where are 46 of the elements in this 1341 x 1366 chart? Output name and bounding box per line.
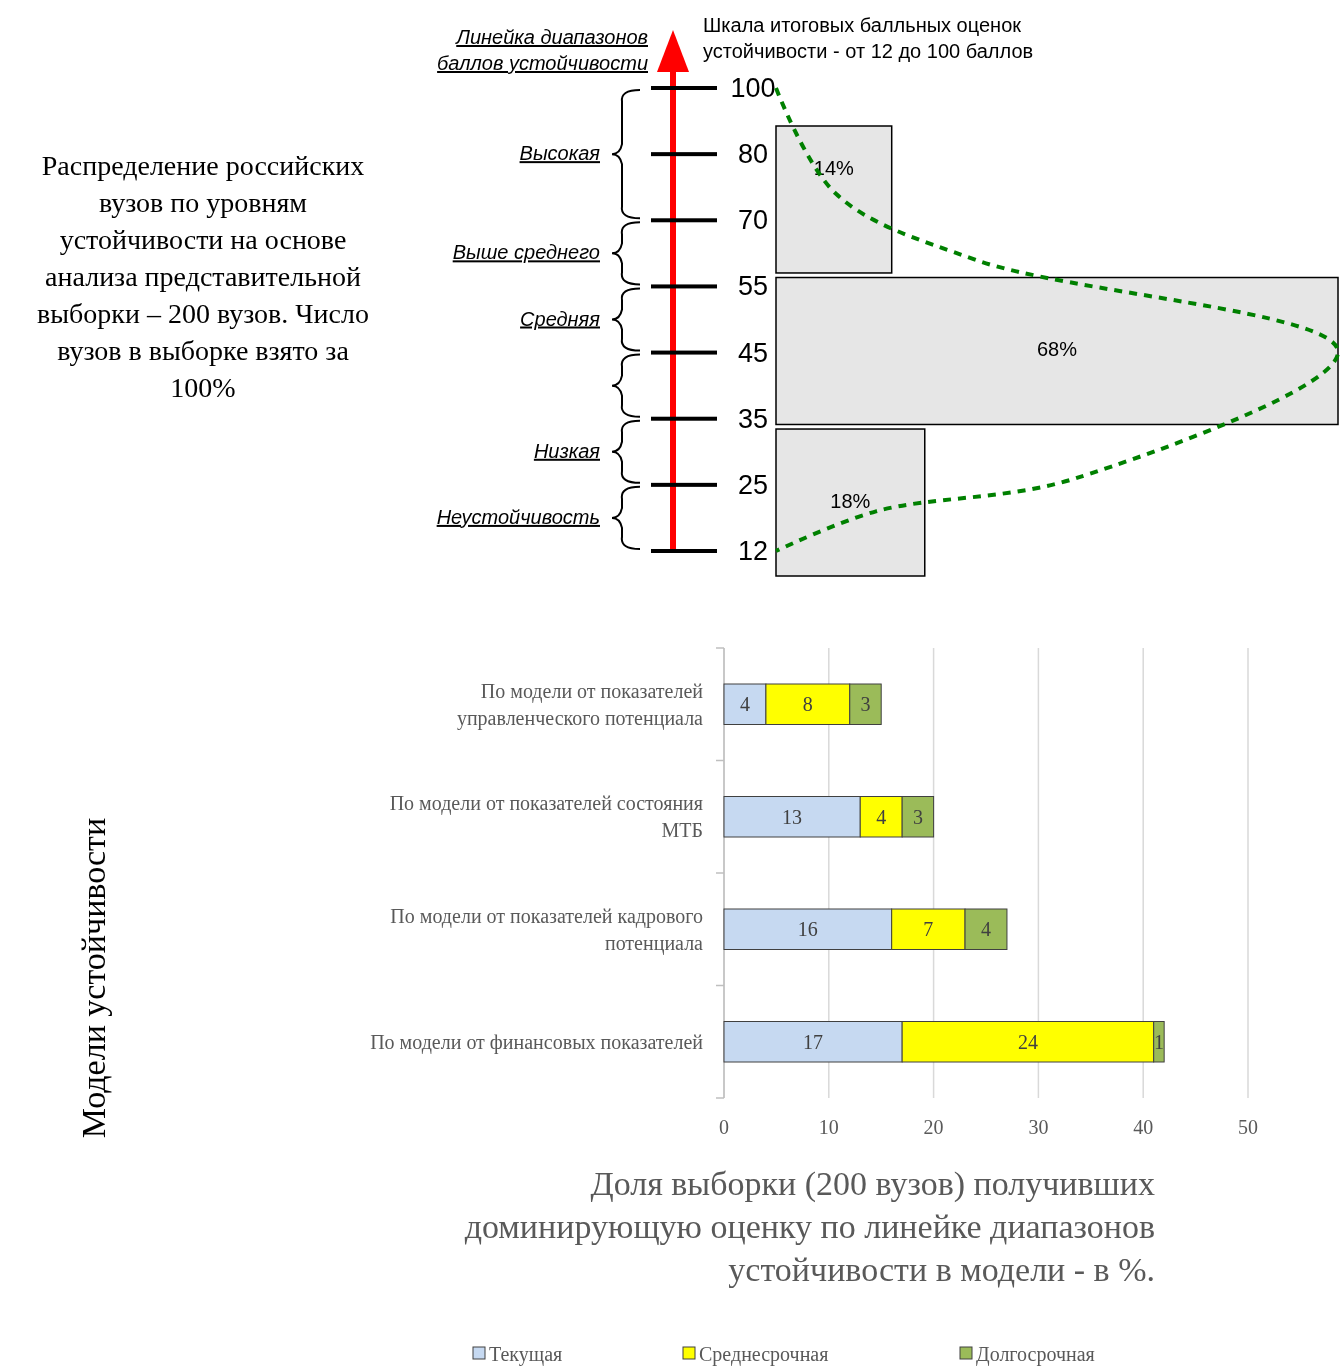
- text: Низкая: [533, 439, 601, 462]
- text: Линейка диапазонов баллов устойчивости: [437, 26, 648, 74]
- text: Средняя: [520, 307, 601, 330]
- text: 100: [730, 73, 776, 103]
- y-tick-label: По модели от показателей состояния МТБ: [389, 792, 703, 842]
- data-label: 14%: [813, 156, 855, 179]
- text: Неустойчивость: [436, 505, 600, 528]
- legend-label: Среднесрочная: [699, 1343, 829, 1366]
- y-axis-title: Модели устойчивости: [75, 817, 112, 1139]
- x-tick-label: 20: [923, 1116, 944, 1138]
- text: Высокая: [519, 142, 601, 165]
- data-label: 24: [1017, 1030, 1038, 1053]
- y-tick-label: По модели от показателей управленческого потенциала: [456, 679, 704, 730]
- data-label: 3: [912, 805, 923, 828]
- data-label: 18%: [830, 489, 871, 512]
- text: 35: [737, 403, 769, 434]
- text: 12: [737, 536, 769, 566]
- y-tick-label: По модели от финансовых показателей: [370, 1030, 704, 1054]
- text: 25: [737, 469, 769, 500]
- legend-label: Долгосрочная: [976, 1343, 1095, 1366]
- text: 80: [737, 139, 769, 170]
- data-label: 13: [782, 805, 803, 828]
- data-label: 4: [981, 918, 991, 941]
- data-label: 17: [803, 1030, 824, 1053]
- data-label: 8: [802, 693, 813, 716]
- text: Шкала итоговых балльных оценок устойчивости - от 12 до 100 баллов: [703, 14, 1034, 62]
- data-label: 7: [923, 918, 934, 941]
- text: 55: [737, 271, 769, 302]
- data-label: 4: [739, 693, 750, 716]
- x-tick-label: 30: [1028, 1116, 1049, 1138]
- text: Распределение российских вузов по уровням устойчивости на основе анализа представительной выборки – 200 вузов. Число вузов в выборке взято за 100%: [37, 150, 369, 403]
- x-tick-label: 10: [818, 1116, 839, 1138]
- data-label: 4: [876, 805, 887, 828]
- x-tick-label: 50: [1238, 1116, 1258, 1138]
- x-axis-title: Доля выборки (200 вузов) получивших доминирующую оценку по линейке диапазонов устойчивости в модели - в %.: [464, 1165, 1155, 1288]
- data-label: 68%: [1036, 338, 1078, 361]
- legend-label: Текущая: [489, 1343, 563, 1366]
- text: 70: [737, 205, 769, 236]
- data-label: 3: [860, 693, 871, 716]
- data-label: 16: [797, 918, 818, 941]
- x-tick-label: 0: [719, 1116, 729, 1138]
- data-label: 1: [1153, 1030, 1164, 1053]
- text: 45: [737, 337, 769, 368]
- text: Выше среднего: [452, 241, 600, 264]
- y-tick-label: По модели от показателей кадрового потенциала: [390, 904, 704, 955]
- x-tick-label: 40: [1133, 1116, 1154, 1138]
